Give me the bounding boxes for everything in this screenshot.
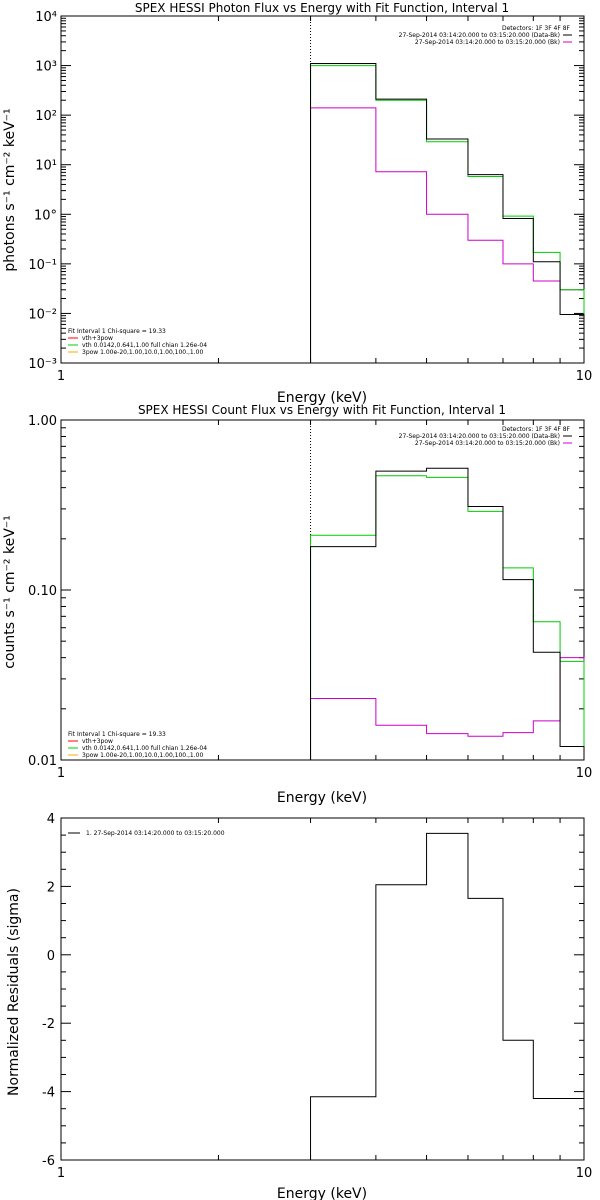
panel3-ytick-label: -6: [42, 1154, 55, 1169]
panel2-plot-area: 1 10 1.00 0.10 0.01: [28, 414, 592, 781]
panel1-legend-top-right: Detectors: 1F 3F 4F 8F 27-Sep-2014 03:14…: [399, 25, 572, 46]
panel2-legend-detectors: Detectors: 1F 3F 4F 8F: [502, 426, 571, 433]
panel3-data-step-line: [310, 832, 584, 1160]
panel2-xlabel: Energy (keV): [277, 790, 367, 806]
panel3-xtick-label: 10: [576, 1166, 593, 1181]
panel2-legend-3pow: 3pow 1.00e-20,1.00,10.0,1.00,100.,1.00: [82, 752, 203, 759]
panel1-legend-bottom-left: Fit Interval 1 Chi-square = 19.33 vth+3p…: [68, 328, 207, 356]
panel3-xlabel: Energy (keV): [277, 1186, 367, 1200]
panel1-ytick-label: 10°: [34, 208, 57, 223]
panel3-ylabel: Normalized Residuals (sigma): [6, 888, 22, 1096]
panel2-fit-step-line: [310, 475, 585, 760]
panel1-frame: [60, 15, 585, 364]
panel2-legend-data: 27-Sep-2014 03:14:20.000 to 03:15:20.000…: [399, 433, 560, 440]
panel2-xtick-label: 10: [576, 766, 593, 781]
panel1-legend-bk: 27-Sep-2014 03:14:20.000 to 03:15:20.000…: [415, 39, 560, 46]
panel2-title: SPEX HESSI Count Flux vs Energy with Fit…: [138, 403, 506, 417]
panel1-title: SPEX HESSI Photon Flux vs Energy with Fi…: [135, 1, 509, 15]
panel1-legend-vth3pow: vth+3pow: [82, 335, 113, 342]
panel1-xtick-label: 10: [576, 369, 593, 384]
residuals-panel: Energy (keV) Normalized Residuals (sigma…: [6, 830, 367, 1200]
panel3-ytick-label: 0: [47, 949, 55, 964]
panel2-ytick-label: 0.10: [28, 584, 57, 599]
panel1-xtick-label: 1: [57, 369, 65, 384]
panel1-legend-fit-interval: Fit Interval 1 Chi-square = 19.33: [68, 328, 166, 335]
panel3-ytick-label: -4: [42, 1086, 55, 1101]
panel1-legend-3pow: 3pow 1.00e-20,1.00,10.0,1.00,100.,1.00: [82, 349, 203, 356]
panel1-ylabel: photons s⁻¹ cm⁻² keV⁻¹: [2, 108, 18, 271]
panel2-legend-bk: 27-Sep-2014 03:14:20.000 to 03:15:20.000…: [415, 440, 560, 447]
panel3-legend: 1. 27-Sep-2014 03:14:20.000 to 03:15:20.…: [68, 830, 225, 837]
panel1-ytick-label: 10²: [35, 109, 57, 124]
panel2-data-step-line: [310, 467, 585, 760]
panel3-ytick-label: -2: [42, 1017, 55, 1032]
panel3-frame: [60, 817, 585, 1161]
panel2-legend-vth: vth 0.0142,0.641,1.00 full chian 1.26e-0…: [82, 745, 207, 752]
panel1-ytick-label: 10⁴: [35, 10, 57, 25]
count-flux-panel: SPEX HESSI Count Flux vs Energy with Fit…: [2, 403, 572, 806]
panel1-data-step-line: [310, 63, 585, 363]
panel1-legend-detectors: Detectors: 1F 3F 4F 8F: [502, 25, 571, 32]
panel1-ytick-label: 10⁻²: [28, 307, 57, 322]
panel2-ytick-label: 1.00: [28, 414, 57, 429]
panel3-ytick-label: 4: [47, 812, 55, 827]
panel2-xtick-label: 1: [57, 766, 65, 781]
photon-flux-panel: SPEX HESSI Photon Flux vs Energy with Fi…: [2, 1, 572, 406]
panel1-background-step-line: [310, 107, 585, 363]
panel3-plot-area: 1 10 4 2 0 -2 -4 -6: [42, 812, 592, 1181]
panel2-background-step-line: [310, 657, 585, 760]
panel2-frame: [60, 419, 585, 761]
panel1-plot-area: 1 10 10³ 10² 10¹ 10° 10⁻¹ 10⁻² 10⁻³ 10⁴: [28, 10, 592, 384]
panel2-legend-top-right: Detectors: 1F 3F 4F 8F 27-Sep-2014 03:14…: [399, 426, 572, 447]
panel2-ytick-label: 0.01: [28, 754, 57, 769]
panel3-legend-entry: 1. 27-Sep-2014 03:14:20.000 to 03:15:20.…: [86, 830, 225, 837]
panel1-legend-data: 27-Sep-2014 03:14:20.000 to 03:15:20.000…: [399, 32, 560, 39]
panel2-ylabel: counts s⁻¹ cm⁻² keV⁻¹: [2, 515, 18, 669]
panel1-ytick-label: 10³: [35, 60, 57, 75]
panel1-ytick-label: 10¹: [35, 159, 57, 174]
panel2-legend-bottom-left: Fit Interval 1 Chi-square = 19.33 vth+3p…: [68, 731, 207, 759]
panel2-legend-vth3pow: vth+3pow: [82, 738, 113, 745]
panel3-ytick-label: 2: [47, 880, 55, 895]
panel2-legend-fit-interval: Fit Interval 1 Chi-square = 19.33: [68, 731, 166, 738]
panel1-legend-vth: vth 0.0142,0.641,1.00 full chian 1.26e-0…: [82, 342, 207, 349]
panel3-xtick-label: 1: [57, 1166, 65, 1181]
panel1-xlabel: Energy (keV): [277, 390, 367, 406]
panel1-ytick-label: 10⁻¹: [28, 258, 57, 273]
panel1-ytick-label: 10⁻³: [28, 357, 57, 372]
